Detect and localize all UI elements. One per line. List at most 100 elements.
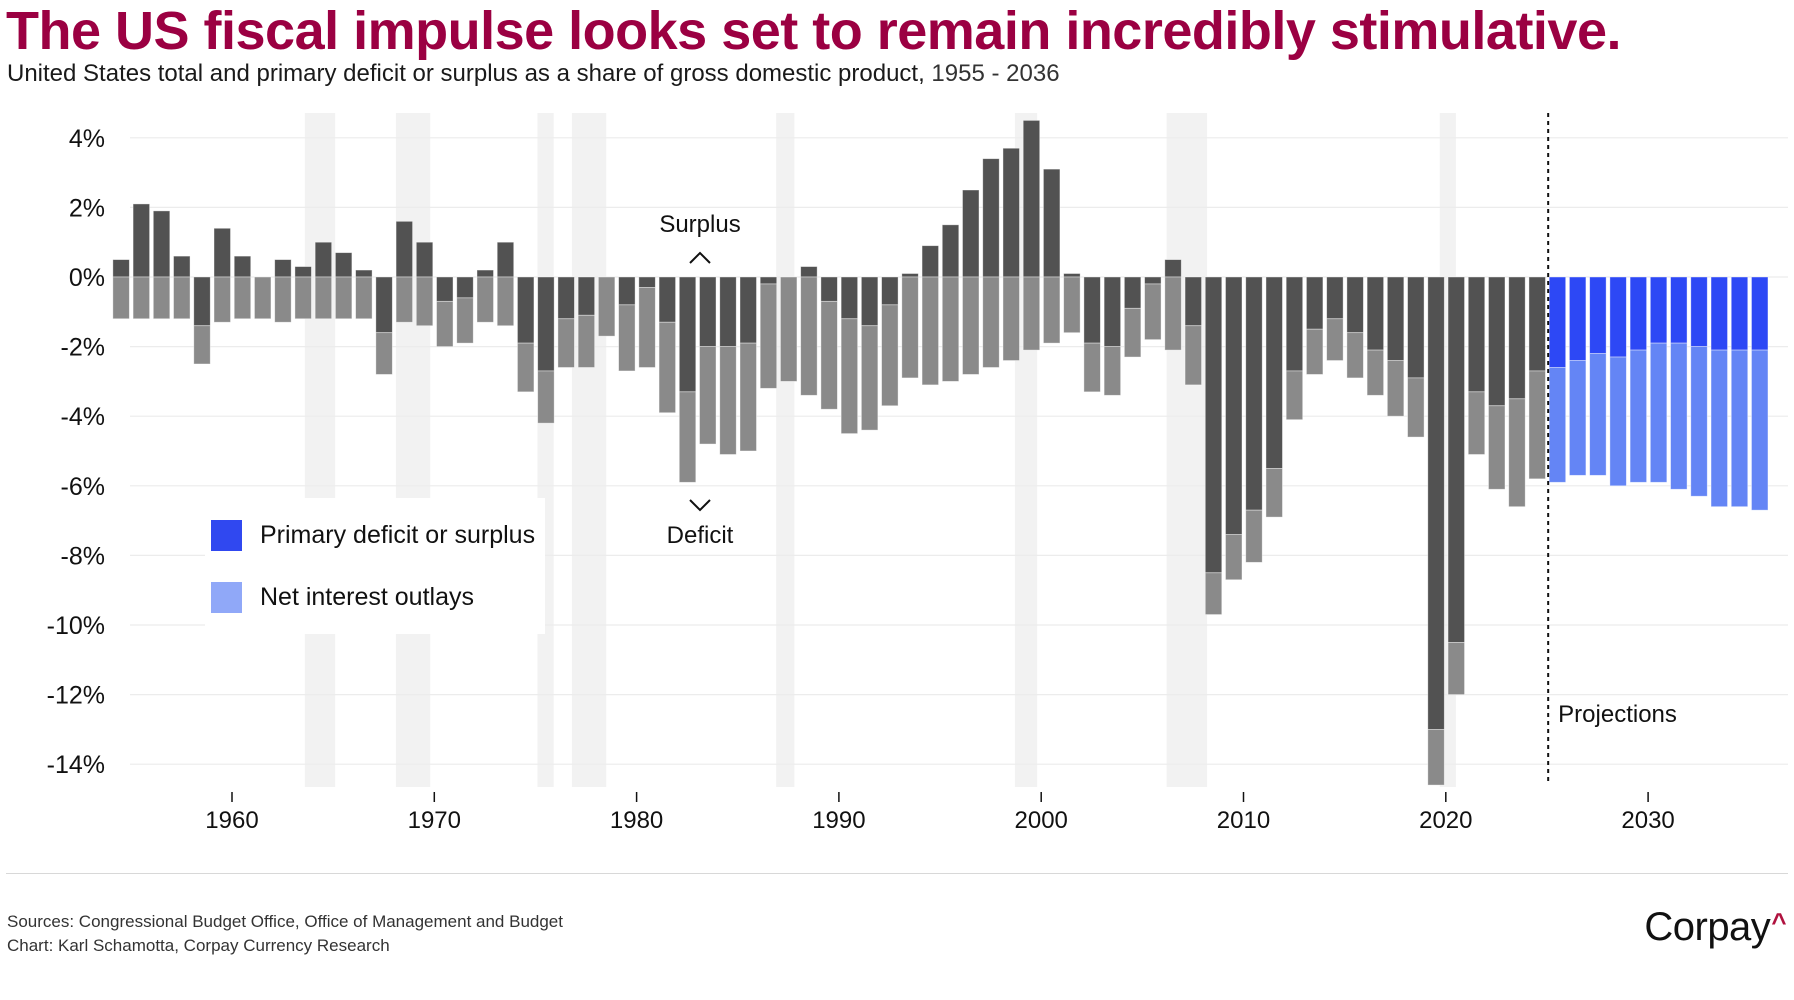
primary-bar <box>1407 276 1425 379</box>
interest-bar <box>1002 276 1020 361</box>
surplus-arrow-icon <box>689 251 711 264</box>
primary-bar <box>1751 276 1769 351</box>
legend-label-interest: Net interest outlays <box>260 582 474 611</box>
logo-caret-icon: ^ <box>1771 907 1786 937</box>
legend-swatch-interest <box>211 581 242 613</box>
interest-bar <box>1103 346 1122 396</box>
y-tick-label: 4% <box>69 125 105 153</box>
fiscal-balance-chart: 4%2%0%-2%-4%-6%-8%-10%-12%-14% 1960 1970 1… <box>47 113 1788 834</box>
interest-bar <box>1265 467 1283 518</box>
primary-bar <box>1265 276 1283 469</box>
primary-bar <box>699 276 717 347</box>
interest-bar <box>294 276 312 320</box>
interest-bar <box>1164 276 1182 351</box>
primary-bar <box>395 220 413 278</box>
primary-bar <box>860 276 879 327</box>
interest-bar <box>395 276 413 323</box>
interest-bar <box>699 346 717 445</box>
primary-bar <box>1204 276 1223 574</box>
interest-bar <box>962 276 980 375</box>
primary-bar <box>193 276 211 327</box>
interest-bar <box>173 276 191 320</box>
primary-bar <box>1346 276 1364 334</box>
interest-bar <box>901 276 919 379</box>
primary-bar <box>1002 147 1020 278</box>
primary-bar <box>1245 276 1263 511</box>
primary-bar <box>739 276 757 344</box>
primary-bar <box>1730 276 1749 351</box>
primary-bar <box>800 266 818 278</box>
recession-band <box>1166 113 1208 787</box>
primary-bar <box>132 203 150 278</box>
interest-bar <box>1710 349 1728 508</box>
primary-bar <box>436 276 454 302</box>
primary-bar <box>1508 276 1526 400</box>
primary-bar <box>537 276 555 372</box>
primary-bar <box>1123 276 1142 309</box>
projections-label: Projections <box>1558 701 1677 728</box>
primary-bar <box>375 276 393 334</box>
primary-bar <box>1467 276 1486 393</box>
logo-wordmark: Corpay <box>1644 905 1771 949</box>
deficit-arrow-icon <box>689 499 711 512</box>
primary-bar <box>1589 276 1607 354</box>
legend-swatch-primary <box>211 519 242 551</box>
primary-bar <box>112 259 130 278</box>
interest-bar <box>638 287 656 368</box>
primary-bar <box>638 276 656 288</box>
primary-bar <box>982 158 1000 278</box>
interest-bar <box>719 346 737 455</box>
interest-bar <box>820 300 838 410</box>
chart-subtitle: United States total and primary deficit … <box>7 60 1060 88</box>
interest-bar <box>1063 276 1081 334</box>
interest-bar <box>1184 325 1202 386</box>
chart-credit-text: Chart: Karl Schamotta, Corpay Currency R… <box>7 936 390 955</box>
interest-bar <box>1386 360 1405 417</box>
interest-bar <box>152 276 171 320</box>
primary-bar <box>1649 276 1668 344</box>
interest-bar <box>678 391 697 483</box>
interest-bar <box>213 276 231 323</box>
primary-bar <box>921 245 939 278</box>
primary-bar <box>274 259 292 278</box>
primary-bar <box>901 273 919 278</box>
primary-bar <box>1528 276 1546 372</box>
primary-bar <box>1427 276 1445 730</box>
interest-bar <box>1204 572 1223 615</box>
interest-bar <box>1670 342 1688 490</box>
interest-bar <box>1306 328 1324 375</box>
primary-bar <box>1447 276 1465 643</box>
interest-bar <box>1245 509 1263 563</box>
recession-shading-layer <box>304 113 1456 787</box>
interest-bar <box>355 276 373 320</box>
y-tick-label: 2% <box>69 194 105 222</box>
primary-bar <box>840 276 859 320</box>
interest-bar <box>1285 370 1304 421</box>
interest-bar <box>1609 356 1627 487</box>
interest-bar <box>881 304 899 407</box>
primary-bar <box>618 276 636 306</box>
interest-bar <box>597 276 616 337</box>
recession-band <box>776 113 795 787</box>
interest-bar <box>1589 353 1607 476</box>
y-axis: 4% 2% 0% -2% -4% -6% -8% -10% -12% -14% <box>47 125 105 779</box>
primary-bar <box>1488 276 1506 407</box>
primary-bar <box>1326 276 1344 320</box>
deficit-label: Deficit <box>667 522 734 549</box>
sources-text: Sources: Congressional Budget Office, Of… <box>7 912 563 931</box>
x-tick-label: 1970 <box>408 807 461 834</box>
interest-bar <box>1346 332 1364 379</box>
interest-bar <box>1326 318 1344 361</box>
interest-bar <box>1569 360 1587 476</box>
surplus-label: Surplus <box>659 211 740 238</box>
legend-item-interest: Net interest outlays <box>211 566 535 628</box>
primary-bar <box>1103 276 1122 347</box>
recession-band <box>395 113 431 787</box>
interest-bar <box>476 276 494 323</box>
interest-bar <box>1123 307 1142 358</box>
legend-item-primary: Primary deficit or surplus <box>211 504 535 566</box>
primary-bar <box>557 276 575 320</box>
x-axis: 1960 1970 1980 1990 2000 2010 2020 2030 <box>205 792 1675 834</box>
primary-bar <box>355 269 373 278</box>
primary-bar <box>1225 276 1243 535</box>
